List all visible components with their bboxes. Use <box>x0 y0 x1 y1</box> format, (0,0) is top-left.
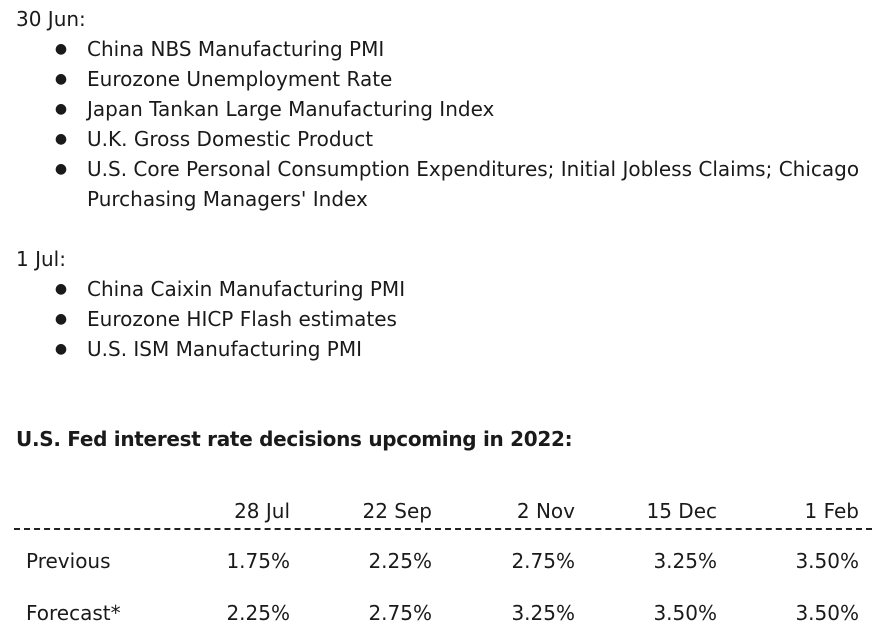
bullet-icon: ● <box>54 281 68 297</box>
table-cell: 3.50% <box>653 601 717 625</box>
table-cell: 3.50% <box>795 601 859 625</box>
column-header: 2 Nov <box>516 499 575 523</box>
list-item: ● Japan Tankan Large Manufacturing Index <box>0 94 896 124</box>
bullet-icon: ● <box>54 131 68 147</box>
event-label: Eurozone Unemployment Rate <box>87 67 393 91</box>
list-item: ● Eurozone Unemployment Rate <box>0 64 896 94</box>
event-label: Japan Tankan Large Manufacturing Index <box>87 97 495 121</box>
table-cell: 1.75% <box>226 549 290 573</box>
table-row: Previous 1.75% 2.25% 2.75% 3.25% 3.50% <box>14 530 872 582</box>
bullet-icon: ● <box>54 311 68 327</box>
list-item: ● U.K. Gross Domestic Product <box>0 124 896 154</box>
bullet-icon: ● <box>54 161 68 177</box>
column-header: 28 Jul <box>234 499 290 523</box>
event-label: U.K. Gross Domestic Product <box>87 127 374 151</box>
table-cell: 2.75% <box>511 549 575 573</box>
bullet-icon: ● <box>54 71 68 87</box>
column-header: 22 Sep <box>362 499 432 523</box>
event-label: U.S. ISM Manufacturing PMI <box>87 337 363 361</box>
table-cell: 3.50% <box>795 549 859 573</box>
column-header: 1 Feb <box>804 499 860 523</box>
bullet-icon: ● <box>54 101 68 117</box>
bullet-icon: ● <box>54 341 68 357</box>
table-header-row: 28 Jul 22 Sep 2 Nov 15 Dec 1 Feb <box>14 490 872 530</box>
event-label: China NBS Manufacturing PMI <box>87 37 385 61</box>
date-label-30-jun: 30 Jun: <box>16 7 86 31</box>
event-label: China Caixin Manufacturing PMI <box>87 277 406 301</box>
list-item: ● U.S. Core Personal Consumption Expendi… <box>0 154 896 214</box>
table-cell: 3.25% <box>653 549 717 573</box>
list-item: ● U.S. ISM Manufacturing PMI <box>0 334 896 364</box>
table-cell: 2.75% <box>368 601 432 625</box>
event-list-30-jun: ● China NBS Manufacturing PMI ● Eurozone… <box>0 34 896 214</box>
fed-rate-table: 28 Jul 22 Sep 2 Nov 15 Dec 1 Feb Previou… <box>14 490 872 634</box>
row-label: Previous <box>26 549 111 573</box>
table-cell: 2.25% <box>368 549 432 573</box>
column-header: 15 Dec <box>646 499 717 523</box>
date-label-1-jul: 1 Jul: <box>16 247 66 271</box>
row-label: Forecast* <box>26 601 121 625</box>
event-list-1-jul: ● China Caixin Manufacturing PMI ● Euroz… <box>0 274 896 364</box>
event-label: U.S. Core Personal Consumption Expenditu… <box>87 157 860 211</box>
section-heading: U.S. Fed interest rate decisions upcomin… <box>16 427 573 451</box>
list-item: ● China NBS Manufacturing PMI <box>0 34 896 64</box>
table-cell: 2.25% <box>226 601 290 625</box>
bullet-icon: ● <box>54 41 68 57</box>
table-cell: 3.25% <box>511 601 575 625</box>
table-row: Forecast* 2.25% 2.75% 3.25% 3.50% 3.50% <box>14 582 872 634</box>
list-item: ● Eurozone HICP Flash estimates <box>0 304 896 334</box>
event-label: Eurozone HICP Flash estimates <box>87 307 397 331</box>
list-item: ● China Caixin Manufacturing PMI <box>0 274 896 304</box>
